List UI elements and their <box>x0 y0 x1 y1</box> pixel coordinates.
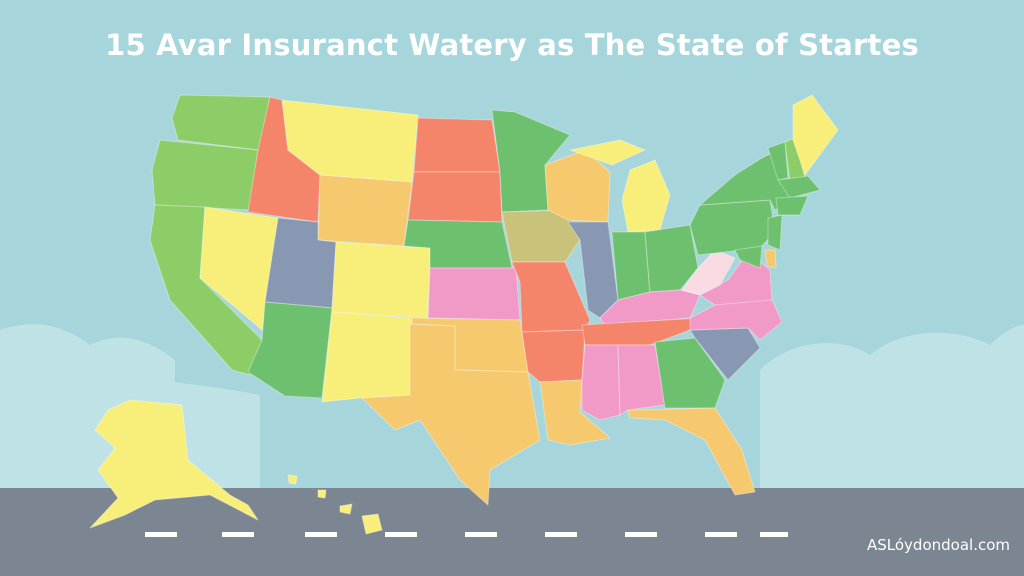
state-texas[interactable] <box>360 323 541 507</box>
state-arizona[interactable] <box>247 301 333 399</box>
state-florida[interactable] <box>627 407 756 496</box>
state-west-virginia[interactable] <box>681 249 736 296</box>
state-oregon[interactable] <box>151 139 259 211</box>
state-hawaii[interactable] <box>287 474 383 535</box>
state-maryland[interactable] <box>734 245 763 269</box>
state-ohio[interactable] <box>644 224 699 293</box>
state-vermont[interactable] <box>767 141 789 181</box>
state-washington[interactable] <box>171 94 271 151</box>
state-new-jersey[interactable] <box>767 214 783 251</box>
state-california[interactable] <box>149 204 263 376</box>
background-clouds <box>0 324 1024 500</box>
us-map <box>89 94 839 535</box>
state-arkansas[interactable] <box>521 329 586 383</box>
state-north-dakota[interactable] <box>413 117 501 173</box>
state-kansas[interactable] <box>427 267 521 321</box>
state-wyoming[interactable] <box>317 174 413 247</box>
watermark: ASLóydondoal.com <box>867 536 1010 554</box>
state-maine[interactable] <box>792 94 839 177</box>
state-missouri[interactable] <box>511 261 591 333</box>
state-south-dakota[interactable] <box>407 171 503 223</box>
state-colorado[interactable] <box>331 241 431 319</box>
state-indiana[interactable] <box>611 231 651 301</box>
state-connecticut[interactable] <box>775 195 809 216</box>
state-north-carolina[interactable] <box>689 294 783 341</box>
state-delaware[interactable] <box>764 249 777 269</box>
state-mississippi[interactable] <box>581 344 621 421</box>
lane-markings <box>145 532 788 537</box>
state-alaska[interactable] <box>89 399 259 529</box>
state-georgia[interactable] <box>654 337 726 409</box>
state-new-mexico[interactable] <box>321 311 413 403</box>
state-massachusetts[interactable] <box>777 175 821 199</box>
state-alabama[interactable] <box>617 344 666 416</box>
state-idaho[interactable] <box>247 96 321 223</box>
page-title: 15 Avar Insuranct Watery as The State of… <box>105 28 919 62</box>
state-south-carolina[interactable] <box>689 327 761 381</box>
state-nevada[interactable] <box>199 206 279 331</box>
